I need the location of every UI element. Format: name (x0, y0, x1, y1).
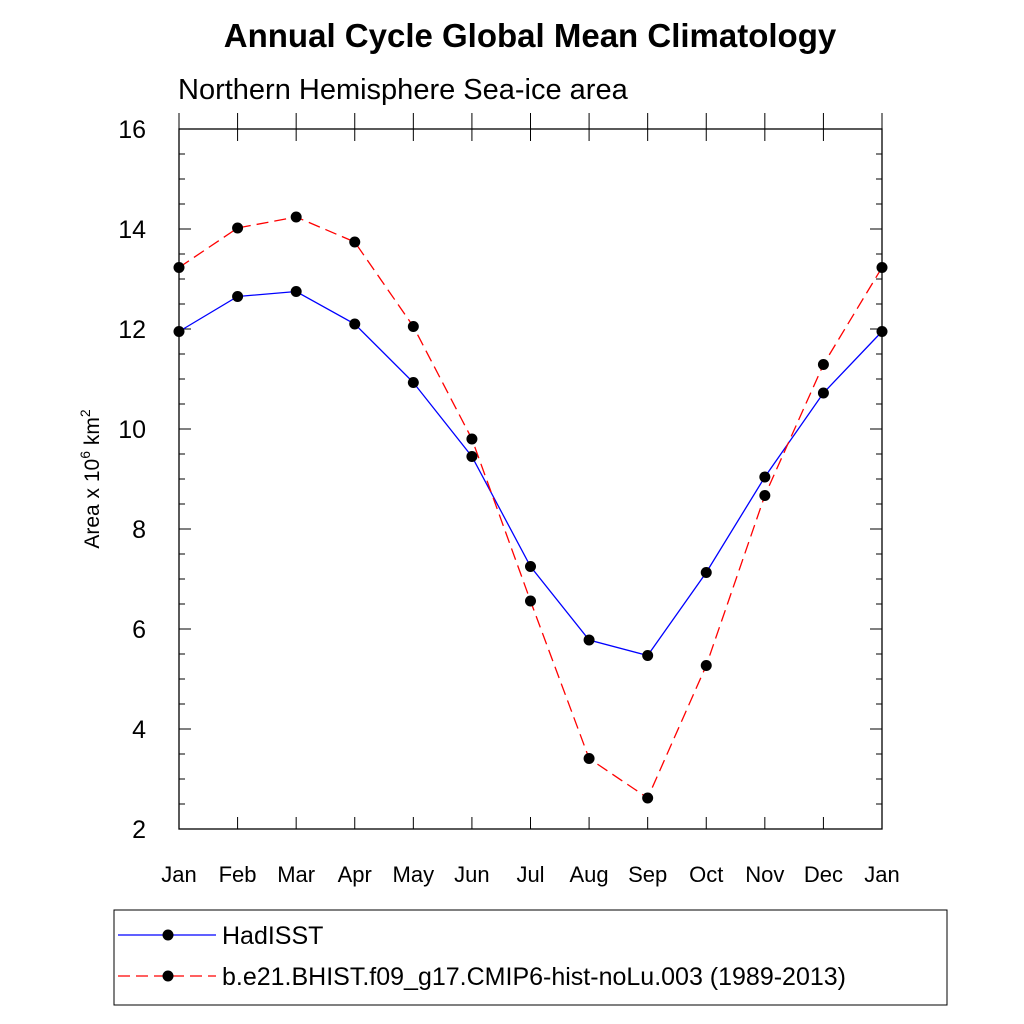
series-1-point (466, 433, 478, 445)
x-tick-label: Dec (804, 862, 843, 887)
y-tick-label: 14 (118, 216, 146, 244)
series-0-point (466, 451, 478, 462)
x-tick-labels: Jan Feb Mar Apr May Jun Jul Aug Sep Oct Nov Dec Jan (161, 862, 899, 887)
x-tick-label: Jun (454, 862, 489, 887)
y-tick-label: 6 (132, 616, 146, 644)
legend-marker-model (162, 970, 174, 982)
series-1-point (525, 595, 536, 607)
y-tick-labels: 2 4 6 8 10 12 14 16 (118, 116, 146, 844)
series-0-point (232, 291, 244, 302)
series-0-point (759, 471, 771, 483)
chart-subtitle: Northern Hemisphere Sea-ice area (178, 74, 629, 106)
y-tick-label: 12 (118, 316, 146, 344)
series-1-point (407, 321, 419, 332)
y-axis-label-unit-exponent: 2 (77, 409, 93, 417)
series-0-point (817, 387, 829, 399)
x-tick-label: Sep (628, 862, 667, 887)
legend-box (113, 909, 948, 1006)
x-tick-label: Apr (338, 862, 372, 887)
legend-label-hadisst: HadISST (222, 922, 323, 950)
x-tick-label: Jan (161, 862, 196, 887)
series-line-1 (178, 216, 883, 799)
series-1-point (349, 236, 361, 248)
series-0-point (407, 377, 419, 388)
series-1-point (232, 222, 244, 234)
series-1-point (642, 792, 654, 804)
series-1-point (759, 490, 771, 501)
series-1-point (817, 359, 829, 370)
series-0-point (290, 286, 302, 297)
plot-frame (178, 128, 883, 830)
x-tick-label: Mar (277, 862, 315, 887)
y-tick-label: 4 (132, 716, 146, 744)
y-axis-label: Area x 106 km2 (77, 409, 104, 549)
series-1-point (700, 660, 712, 671)
x-tick-label: Aug (570, 862, 609, 887)
series-0-point (583, 634, 595, 646)
x-tick-label: Nov (745, 862, 784, 887)
series-1-point (583, 753, 595, 764)
series-0-point (642, 650, 654, 661)
series-1-point (290, 211, 302, 223)
y-axis-label-prefix: Area x 10 (81, 459, 104, 549)
y-tick-label: 8 (132, 516, 146, 544)
y-tick-label: 10 (118, 416, 146, 444)
chart-title: Annual Cycle Global Mean Climatology (224, 17, 837, 54)
x-tick-label: May (393, 862, 435, 887)
legend-label-model: b.e21.BHIST.f09_g17.CMIP6-hist-noLu.003 … (222, 963, 846, 991)
series-0-point (349, 318, 361, 330)
x-tick-label: Feb (219, 862, 257, 887)
y-axis-label-exponent: 6 (77, 451, 93, 459)
y-axis-label-unit: km (81, 417, 104, 451)
legend: HadISST b.e21.BHIST.f09_g17.CMIP6-hist-n… (113, 909, 948, 1006)
x-tick-label: Jul (516, 862, 544, 887)
y-tick-label: 16 (118, 116, 146, 144)
series-0-point (700, 567, 712, 578)
x-tick-label: Oct (689, 862, 723, 887)
y-tick-label: 2 (132, 816, 146, 844)
legend-marker-hadisst (162, 929, 174, 941)
x-tick-label: Jan (864, 862, 899, 887)
axis-ticks (178, 113, 883, 830)
series-0-point (525, 561, 536, 572)
series-layer (173, 211, 888, 804)
